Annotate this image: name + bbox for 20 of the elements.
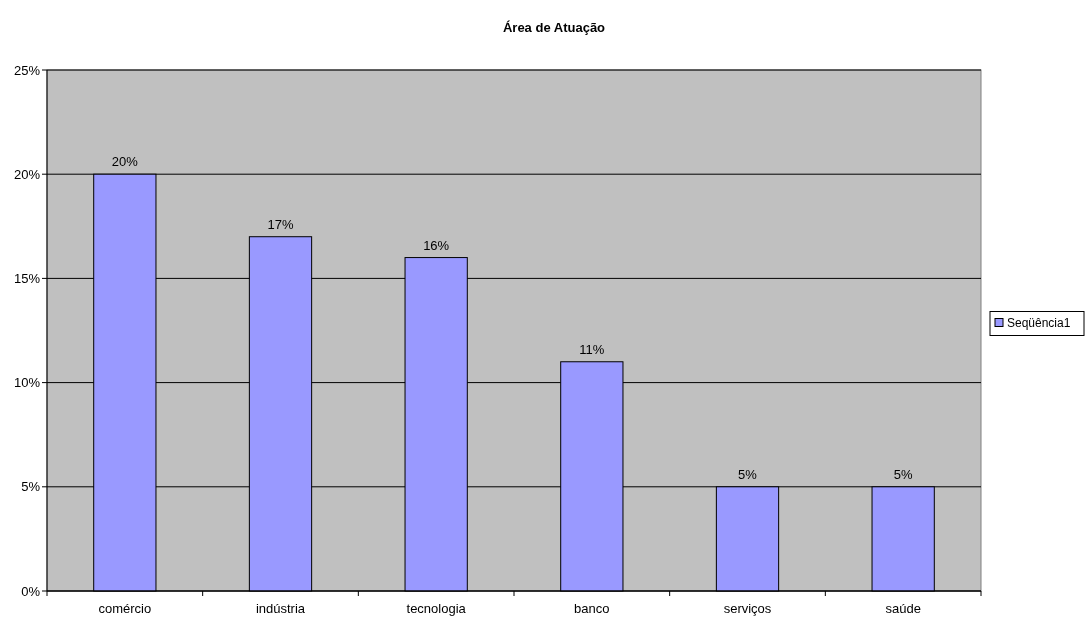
y-tick-label: 25% xyxy=(13,62,41,78)
data-label: 11% xyxy=(579,341,605,357)
chart-title: Área de Atuação xyxy=(502,20,606,35)
legend-label: Seqüência1 xyxy=(1007,315,1071,330)
data-label: 17% xyxy=(267,216,294,232)
y-tick-label: 10% xyxy=(13,375,41,391)
data-label: 16% xyxy=(423,237,450,253)
y-tick-label: 0% xyxy=(21,583,41,599)
y-tick-label: 15% xyxy=(13,270,41,286)
x-tick-label: saúde xyxy=(885,601,921,616)
data-label: 20% xyxy=(111,154,139,170)
y-tick-label: 20% xyxy=(13,166,41,182)
data-label: 5% xyxy=(893,466,913,482)
y-tick-label: 5% xyxy=(21,479,41,495)
x-tick-label: banco xyxy=(574,601,610,616)
x-tick-label: tecnologia xyxy=(406,601,467,616)
x-tick-label: comércio xyxy=(98,601,152,616)
x-tick-label: indústria xyxy=(255,601,306,616)
x-tick-label: serviços xyxy=(723,601,772,616)
data-label: 5% xyxy=(738,466,758,482)
